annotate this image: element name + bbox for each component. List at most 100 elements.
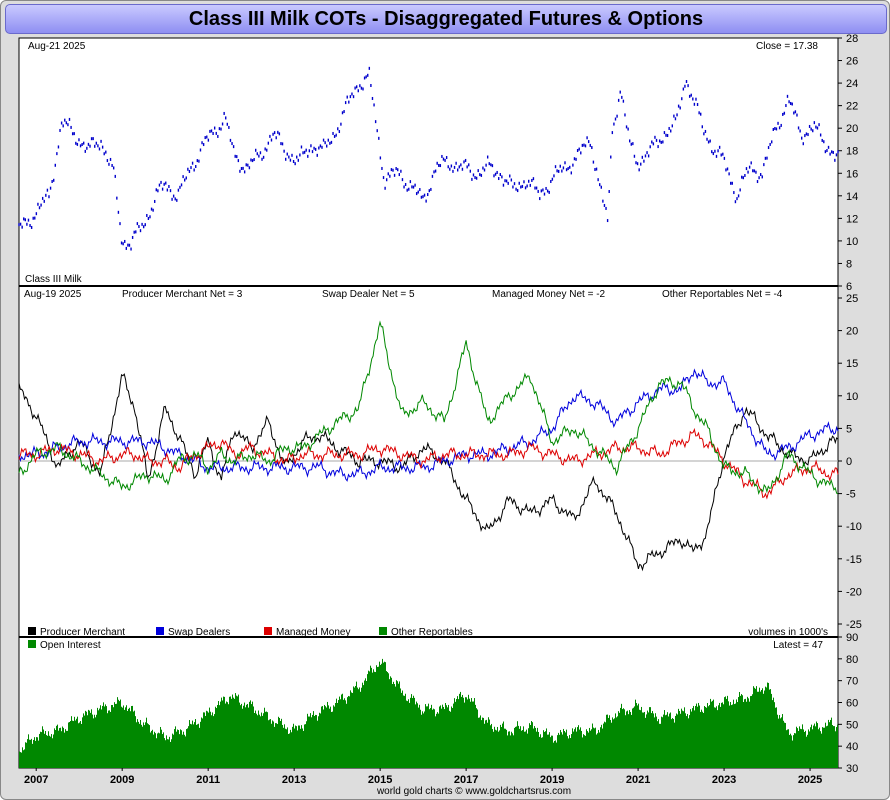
oi-bar: [137, 719, 138, 768]
oi-bar: [657, 721, 658, 768]
oi-bar: [664, 710, 665, 768]
oi-bar: [212, 712, 213, 768]
oi-bar: [401, 692, 402, 768]
oi-bar: [128, 708, 129, 768]
oi-bar: [343, 699, 344, 768]
oi-bar: [197, 724, 198, 768]
oi-bar: [366, 680, 367, 768]
oi-bar: [712, 700, 713, 768]
oi-bar: [140, 719, 141, 768]
oi-bar: [399, 681, 400, 768]
oi-bar: [708, 706, 709, 768]
oi-bar: [79, 722, 80, 768]
oi-bar: [643, 712, 644, 768]
oi-bar: [396, 680, 397, 768]
oi-bar: [252, 701, 253, 768]
oi-bar: [339, 696, 340, 768]
price-panel-bg: [18, 37, 839, 287]
oi-bar: [802, 724, 803, 768]
oi-bar: [821, 733, 822, 768]
oi-bar: [349, 696, 350, 768]
oi-bar: [81, 723, 82, 768]
oi-bar: [253, 706, 254, 768]
oi-bar: [779, 715, 780, 768]
oi-bar: [294, 728, 295, 768]
oi-bar: [560, 729, 561, 768]
oi-bar: [251, 704, 252, 768]
oi-bar: [682, 710, 683, 768]
oi-bar: [582, 737, 583, 768]
oi-bar: [272, 720, 273, 768]
oi-bar: [188, 726, 189, 768]
oi-bar: [799, 726, 800, 768]
oi-bar: [95, 717, 96, 768]
oi-bar: [135, 716, 136, 768]
oi-bar: [230, 696, 231, 768]
oi-bar: [585, 735, 586, 768]
oi-bar: [86, 711, 87, 768]
oi-bar: [204, 712, 205, 768]
oi-bar: [119, 701, 120, 768]
oi-bar: [198, 723, 199, 768]
oi-bar: [94, 714, 95, 768]
oi-bar: [572, 728, 573, 768]
y-tick-label: 24: [846, 78, 858, 90]
oi-bar: [636, 702, 637, 768]
oi-bar: [597, 733, 598, 768]
oi-bar: [774, 702, 775, 768]
oi-bar: [286, 729, 287, 768]
oi-bar: [221, 697, 222, 768]
oi-bar: [762, 688, 763, 768]
x-tick-label: 2007: [24, 774, 48, 786]
x-tick-label: 2015: [368, 774, 392, 786]
oi-bar: [344, 698, 345, 768]
oi-bar: [377, 667, 378, 768]
oi-bar: [594, 728, 595, 768]
oi-bar: [170, 741, 171, 768]
oi-bar: [315, 714, 316, 768]
price-close-label: Close = 17.38: [756, 41, 818, 52]
oi-bar: [54, 728, 55, 768]
oi-bar: [356, 681, 357, 768]
oi-bar: [642, 712, 643, 768]
oi-bar: [101, 709, 102, 768]
y-tick-label: 6: [846, 281, 852, 293]
oi-bar: [45, 730, 46, 768]
oi-bar: [501, 727, 502, 768]
oi-bar: [365, 678, 366, 768]
oi-bar: [132, 705, 133, 768]
oi-bar: [441, 708, 442, 768]
oi-bar: [141, 724, 142, 768]
oi-bar: [219, 705, 220, 768]
oi-bar: [603, 723, 604, 768]
oi-bar: [822, 727, 823, 768]
oi-bar: [760, 691, 761, 768]
oi-bar: [754, 687, 755, 768]
oi-bar: [823, 727, 824, 768]
oi-bar: [308, 716, 309, 768]
oi-bar: [260, 716, 261, 768]
oi-bar: [168, 739, 169, 768]
oi-bar: [351, 692, 352, 768]
oi-bar: [120, 699, 121, 768]
oi-bar: [202, 718, 203, 768]
oi-bar: [614, 718, 615, 768]
oi-bar: [505, 728, 506, 768]
oi-bar: [82, 717, 83, 768]
oi-bar: [80, 721, 81, 768]
oi-bar: [111, 704, 112, 768]
oi-bar: [359, 687, 360, 768]
oi-bar: [310, 713, 311, 768]
oi-bar: [454, 698, 455, 768]
oi-bar: [218, 701, 219, 768]
oi-bar: [180, 729, 181, 768]
oi-bar: [778, 718, 779, 768]
oi-bar: [725, 696, 726, 768]
oi-bar: [427, 706, 428, 768]
oi-bar: [179, 734, 180, 768]
oi-bar: [295, 725, 296, 768]
oi-bar: [335, 702, 336, 768]
oi-bar: [282, 724, 283, 768]
oi-bar: [62, 726, 63, 768]
oi-bar: [26, 742, 27, 768]
